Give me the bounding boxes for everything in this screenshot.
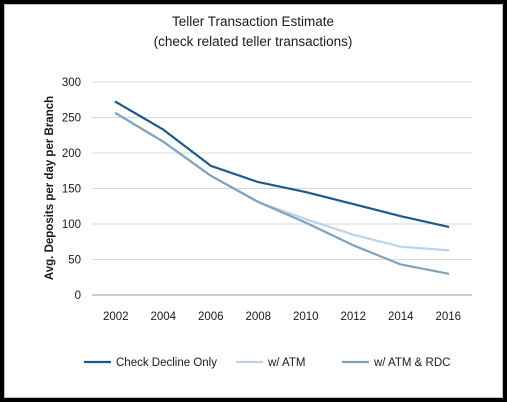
series-line [114,100,450,228]
y-tick-label: 200 [62,148,81,160]
x-tick-label: 2002 [103,311,129,323]
chart-panel [4,4,503,398]
x-tick-label: 2006 [198,311,224,323]
x-tick-label: 2008 [245,311,271,323]
series-line [114,112,450,252]
legend-label: w/ ATM & RDC [373,357,450,369]
y-tick-label: 0 [75,290,81,302]
x-tick-label: 2004 [150,311,176,323]
y-tick-label: 50 [68,255,81,267]
x-tick-label: 2010 [293,311,319,323]
y-tick-label: 150 [62,184,81,196]
legend-label: Check Decline Only [116,357,217,369]
x-tick-label: 2016 [435,311,461,323]
y-axis-label: Avg. Deposits per day per Branch [44,96,56,280]
x-tick-label: 2012 [340,311,366,323]
legend-label: w/ ATM [267,357,305,369]
series-line [114,112,450,275]
chart-subtitle: (check related teller transactions) [154,34,353,49]
y-tick-label: 100 [62,219,81,231]
y-tick-label: 250 [62,113,81,125]
x-tick-label: 2014 [388,311,414,323]
y-tick-label: 300 [62,77,81,89]
chart-title: Teller Transaction Estimate [172,14,334,29]
